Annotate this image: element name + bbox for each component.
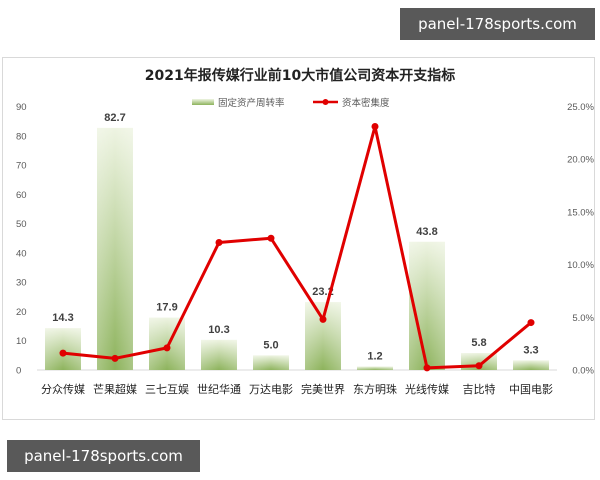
y-axis-left: 0 10 20 30 40 50 60 70 80 90	[16, 102, 27, 377]
line-marker	[215, 238, 223, 246]
bar-value-label: 10.3	[208, 324, 229, 336]
y-tick-left: 50	[16, 219, 27, 230]
y-tick-left: 80	[16, 131, 27, 142]
legend-line-marker	[322, 99, 329, 105]
x-category-label: 三七互娱	[145, 382, 189, 396]
line-marker	[371, 123, 379, 131]
line-marker	[59, 349, 67, 357]
y-axis-right: 0.0% 5.0% 10.0% 15.0% 20.0% 25.0%	[567, 102, 594, 377]
bar-series	[45, 127, 549, 371]
y-tick-left: 10	[16, 336, 27, 347]
chart-title: 2021年报传媒行业前10大市值公司资本开支指标	[145, 67, 455, 84]
bar-sheen	[45, 328, 81, 370]
y-tick-left: 90	[16, 102, 27, 113]
bar-sheen	[305, 302, 341, 370]
y-tick-left: 70	[16, 161, 27, 172]
bar-sheen	[253, 355, 289, 370]
line-marker	[319, 315, 327, 323]
x-axis-categories: 分众传媒 芒果超媒 三七互娱 世纪华通 万达电影 完美世界 东方明珠 光线传媒 吉比特 中国电影	[41, 382, 553, 396]
y-tick-left: 0	[16, 366, 21, 377]
watermark-top: panel-178sports.com	[400, 8, 595, 40]
x-category-label: 世纪华通	[197, 382, 241, 396]
x-category-label: 万达电影	[249, 383, 293, 396]
y-tick-left: 60	[16, 190, 27, 201]
x-category-label: 分众传媒	[41, 383, 85, 396]
bar-value-label: 5.8	[471, 337, 486, 349]
x-category-label: 中国电影	[509, 383, 553, 396]
y-tick-left: 40	[16, 248, 27, 259]
y-tick-right: 0.0%	[572, 366, 594, 377]
legend-label-line: 资本密集度	[342, 97, 390, 109]
line-path	[62, 125, 532, 370]
x-category-label: 光线传媒	[405, 382, 449, 396]
y-tick-right: 25.0%	[567, 102, 594, 113]
legend: 固定资产周转率 资本密集度	[192, 97, 390, 109]
y-tick-right: 5.0%	[572, 313, 594, 324]
line-marker	[111, 354, 119, 362]
bar-value-label: 43.8	[416, 226, 437, 238]
bar-value-label: 3.3	[523, 344, 538, 356]
y-tick-left: 30	[16, 278, 27, 289]
bar-sheen	[513, 360, 549, 370]
line-marker	[527, 319, 535, 327]
line-marker	[267, 234, 275, 242]
legend-bar-swatch	[192, 99, 214, 105]
y-tick-right: 10.0%	[567, 260, 594, 271]
y-tick-right: 20.0%	[567, 155, 594, 166]
watermark-bottom: panel-178sports.com	[7, 440, 200, 472]
bar-value-label: 5.0	[263, 339, 278, 351]
x-category-label: 东方明珠	[353, 382, 397, 396]
line-series	[59, 123, 535, 372]
y-tick-left: 20	[16, 307, 27, 318]
bar-sheen	[201, 339, 237, 370]
bar-value-label: 14.3	[52, 312, 73, 324]
line-marker	[423, 364, 431, 372]
bar-value-label: 1.2	[367, 350, 382, 362]
x-category-label: 完美世界	[301, 382, 345, 396]
bar-value-label: 17.9	[156, 302, 177, 314]
legend-label-bar: 固定资产周转率	[218, 97, 285, 109]
x-category-label: 吉比特	[463, 382, 496, 396]
y-tick-right: 15.0%	[567, 207, 594, 218]
line-marker	[163, 344, 171, 352]
bar-sheen	[97, 127, 133, 371]
bar-sheen	[357, 366, 393, 370]
x-category-label: 芒果超媒	[93, 382, 137, 396]
bar-value-label: 82.7	[104, 112, 125, 124]
line-marker	[475, 362, 483, 370]
